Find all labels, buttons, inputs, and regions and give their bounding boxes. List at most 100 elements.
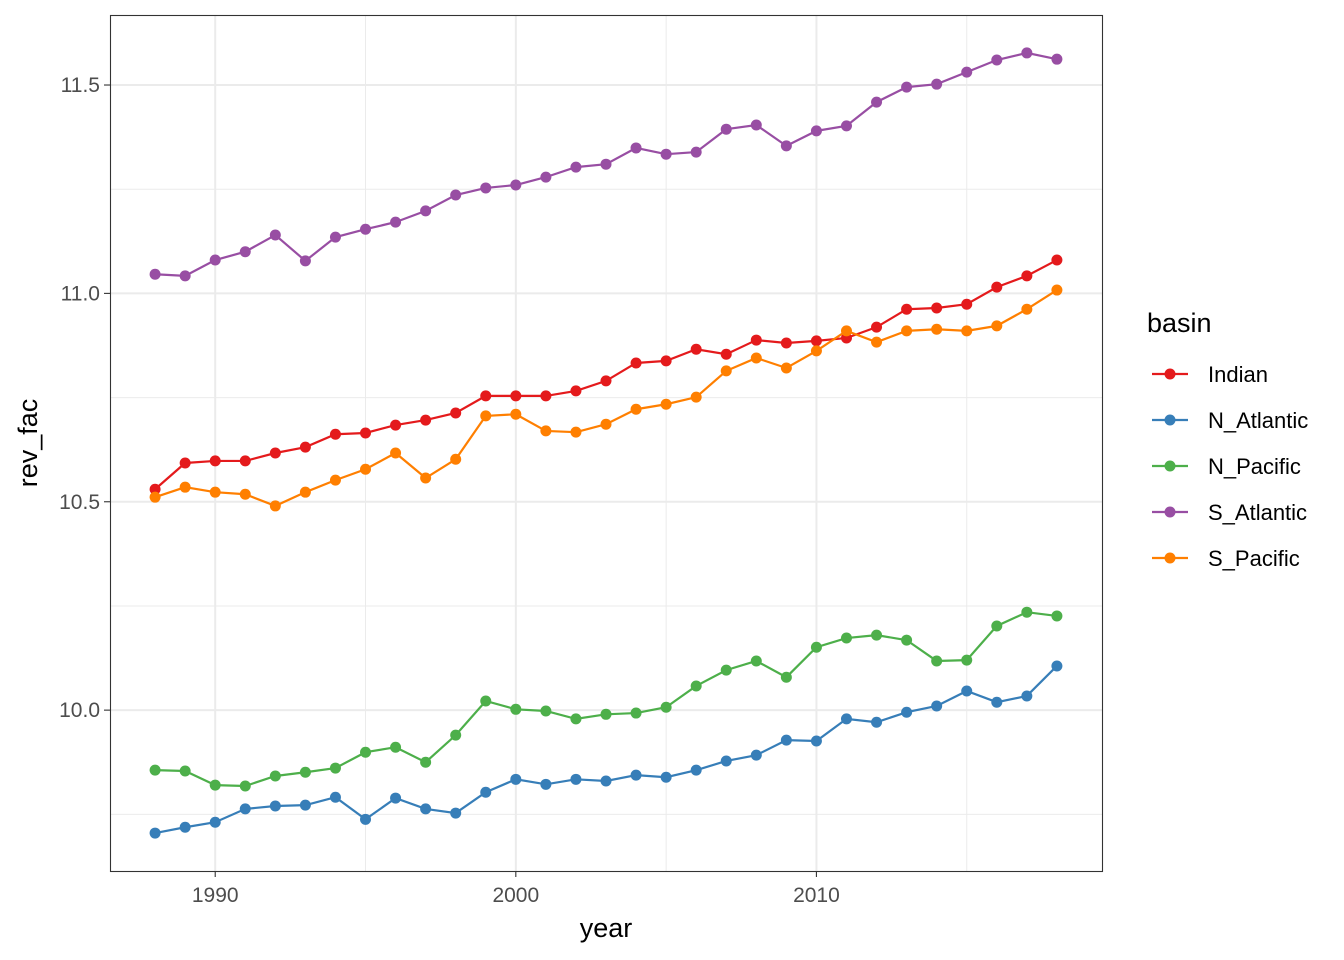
data-point [780, 337, 792, 349]
data-point [600, 708, 612, 720]
y-tick-label: 10.5 [59, 491, 100, 514]
data-point [991, 320, 1003, 332]
data-point [720, 123, 732, 135]
legend-label: S_Pacific [1208, 546, 1300, 571]
x-tick-label: 2000 [492, 884, 539, 907]
data-point [961, 325, 973, 337]
gridlines [110, 15, 1102, 871]
data-point [269, 447, 281, 459]
data-point [690, 764, 702, 776]
series-n-pacific [149, 606, 1063, 792]
data-point [360, 463, 372, 475]
data-point [269, 770, 281, 782]
data-point [149, 483, 161, 495]
data-point [420, 756, 432, 768]
data-point [239, 246, 251, 258]
data-point [991, 281, 1003, 293]
legend-item: S_Atlantic [1152, 500, 1307, 525]
data-point [299, 766, 311, 778]
data-point [600, 775, 612, 787]
data-point [901, 81, 913, 93]
data-point [720, 365, 732, 377]
data-point [329, 231, 341, 243]
data-point [660, 771, 672, 783]
data-point [450, 453, 462, 465]
data-point [810, 125, 822, 137]
data-point [299, 441, 311, 453]
data-point [1021, 303, 1033, 315]
data-point [630, 403, 642, 415]
data-point [480, 786, 492, 798]
legend-title: basin [1147, 308, 1212, 338]
data-point [871, 716, 883, 728]
data-point [1051, 53, 1063, 65]
data-point [360, 813, 372, 825]
data-point [179, 765, 191, 777]
data-point [961, 654, 973, 666]
data-point [600, 375, 612, 387]
data-point [299, 255, 311, 267]
data-point [149, 491, 161, 503]
data-point [750, 655, 762, 667]
data-point [630, 357, 642, 369]
data-point [149, 268, 161, 280]
data-point [1021, 690, 1033, 702]
series-group [149, 47, 1063, 839]
data-point [540, 705, 552, 717]
legend-key-point [1164, 368, 1176, 380]
legend-key-point [1164, 414, 1176, 426]
legend-item: N_Pacific [1152, 454, 1301, 479]
data-point [570, 161, 582, 173]
data-point [871, 96, 883, 108]
data-point [780, 671, 792, 683]
data-point [420, 472, 432, 484]
data-point [600, 418, 612, 430]
data-point [390, 447, 402, 459]
data-point [630, 769, 642, 781]
y-axis-label: rev_fac [13, 399, 43, 488]
data-point [329, 762, 341, 774]
data-point [871, 629, 883, 641]
data-point [269, 500, 281, 512]
data-point [420, 803, 432, 815]
data-point [510, 390, 522, 402]
data-point [1051, 254, 1063, 266]
data-point [991, 696, 1003, 708]
data-point [780, 140, 792, 152]
legend-item: S_Pacific [1152, 546, 1300, 571]
data-point [1021, 606, 1033, 618]
data-point [209, 486, 221, 498]
data-point [660, 355, 672, 367]
legend-label: S_Atlantic [1208, 500, 1307, 525]
data-point [510, 703, 522, 715]
data-point [239, 488, 251, 500]
legend-label: N_Atlantic [1208, 408, 1308, 433]
data-point [1021, 47, 1033, 59]
legend-item: Indian [1152, 362, 1268, 387]
data-point [209, 254, 221, 266]
data-point [239, 803, 251, 815]
data-point [450, 807, 462, 819]
data-point [269, 800, 281, 812]
data-point [510, 773, 522, 785]
data-point [840, 120, 852, 132]
data-point [540, 390, 552, 402]
panel-border [109, 14, 1104, 873]
data-point [750, 749, 762, 761]
x-tick-label: 2010 [793, 884, 840, 907]
legend-key-point [1164, 552, 1176, 564]
data-point [209, 779, 221, 791]
data-point [720, 755, 732, 767]
series-n-atlantic [149, 660, 1063, 839]
data-point [570, 773, 582, 785]
data-point [480, 182, 492, 194]
data-point [390, 419, 402, 431]
data-point [750, 352, 762, 364]
data-point [931, 78, 943, 90]
data-point [901, 706, 913, 718]
data-point [329, 474, 341, 486]
data-point [239, 780, 251, 792]
data-point [690, 391, 702, 403]
data-point [329, 791, 341, 803]
data-point [660, 398, 672, 410]
